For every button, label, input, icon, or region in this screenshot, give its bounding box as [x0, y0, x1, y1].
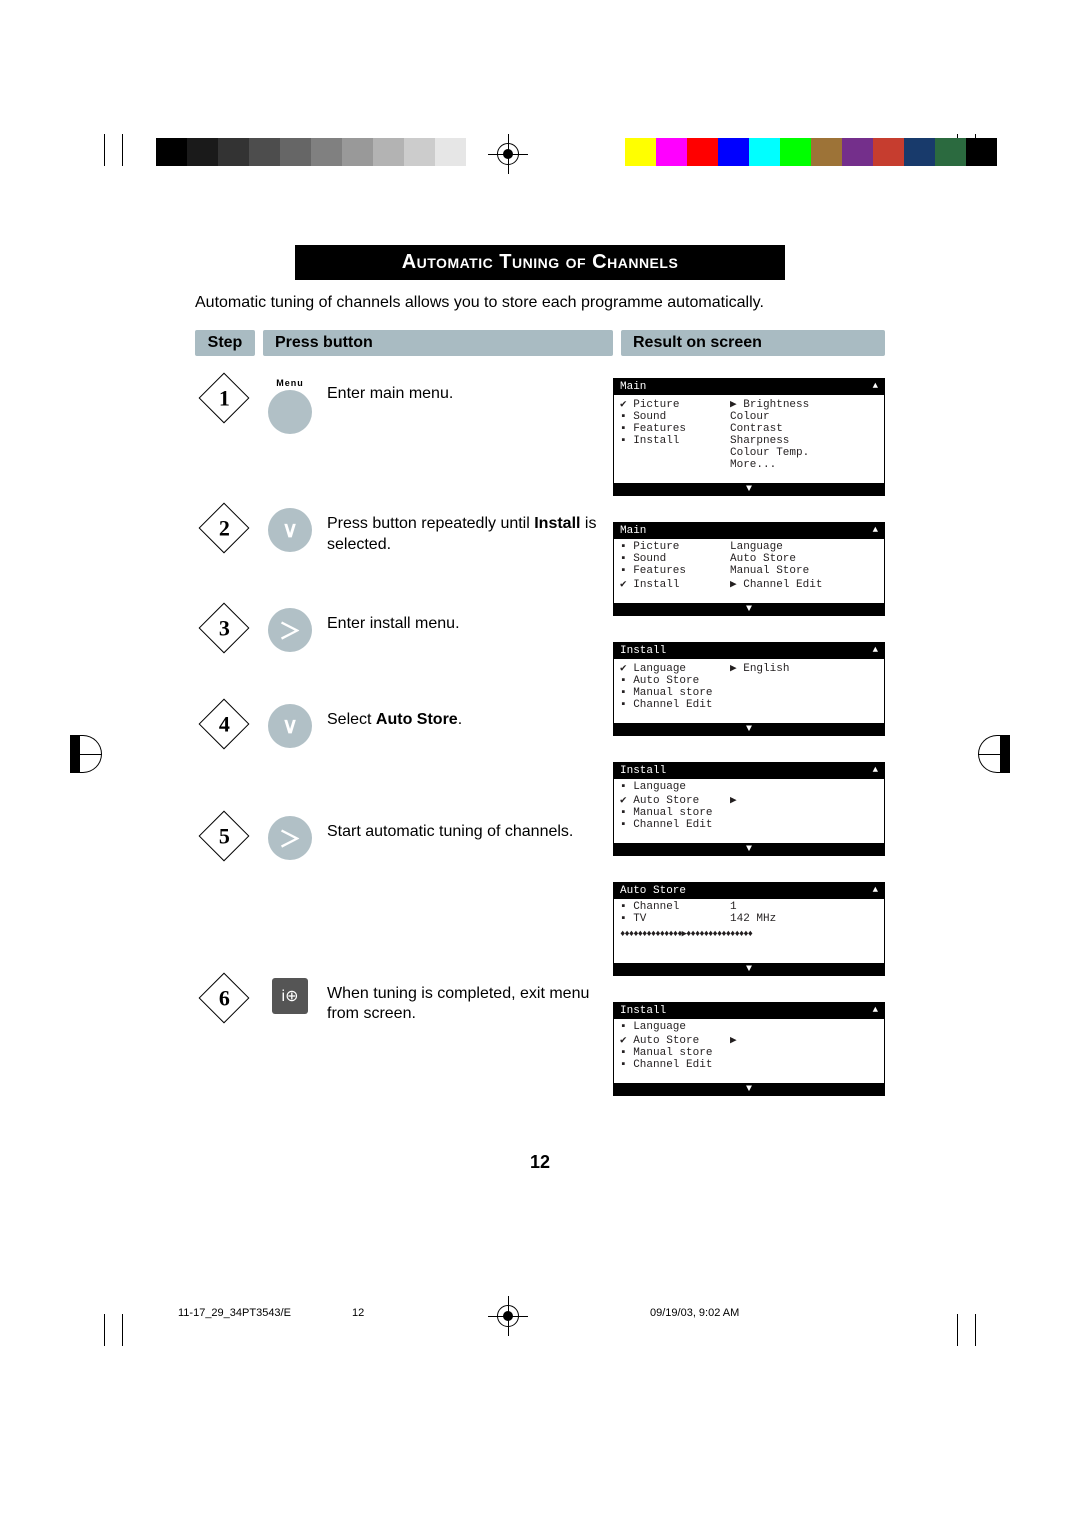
step-row: 2∨Press button repeatedly until Install … — [195, 508, 613, 556]
osd-row: ▪ Auto Store — [620, 675, 878, 687]
step-number-icon: 5 — [199, 810, 250, 861]
remote-button-icon: ＞ — [268, 816, 312, 860]
osd-title: Install▲ — [614, 643, 884, 659]
steps-column: 1MenuEnter main menu.2∨Press button repe… — [195, 378, 613, 1122]
osd-screen: Main▲ ✔ Picture▶ Brightness▪ Sound Colour… — [613, 378, 885, 496]
footer-left: 11-17_29_34PT3543/E — [178, 1307, 291, 1319]
header-result: Result on screen — [621, 330, 885, 356]
osd-row: ✔ Auto Store▶ — [620, 1033, 878, 1047]
osd-row: ✔ Auto Store▶ — [620, 793, 878, 807]
grayscale-bar — [156, 138, 497, 166]
step-number-icon: 1 — [199, 373, 250, 424]
remote-button-icon — [268, 390, 312, 434]
osd-footer: ▼ — [614, 1083, 884, 1095]
table-header-row: Step Press button Result on screen — [195, 330, 885, 356]
menu-label: Menu — [276, 378, 304, 388]
osd-row: More... — [620, 459, 878, 471]
header-step: Step — [195, 330, 255, 356]
header-press: Press button — [263, 330, 613, 356]
osd-footer: ▼ — [614, 603, 884, 615]
osd-row: ▪ Picture Language — [620, 541, 878, 553]
footer-mid: 12 — [352, 1307, 364, 1319]
osd-row: ▪ Language — [620, 1021, 878, 1033]
remote-button-icon: i⊕ — [272, 978, 308, 1014]
osd-row: ▪ Language — [620, 781, 878, 793]
page-number: 12 — [195, 1152, 885, 1173]
osd-screen: Main▲ ▪ Picture Language▪ Sound Auto Stor… — [613, 522, 885, 616]
osd-row: ✔ Install▶ Channel Edit — [620, 577, 878, 591]
step-description: Start automatic tuning of channels. — [327, 816, 613, 843]
osd-row: ▪ Features Manual Store — [620, 565, 878, 577]
step-number-icon: 2 — [199, 503, 250, 554]
color-bar — [625, 138, 997, 166]
osd-title: Main▲ — [614, 379, 884, 395]
osd-row: ▪ Install Sharpness — [620, 435, 878, 447]
step-number-icon: 3 — [199, 602, 250, 653]
step-description: Enter main menu. — [327, 378, 613, 405]
osd-row: ▪ Channel Edit — [620, 1059, 878, 1071]
remote-button-icon: ＞ — [268, 608, 312, 652]
step-row: 6i⊕When tuning is completed, exit menu f… — [195, 978, 613, 1026]
osd-screen: Install▲ ▪ Language✔ Auto Store▶▪ Manual … — [613, 1002, 885, 1096]
osd-screen: Auto Store▲ ▪ Channel 1▪ TV 142 MHz ♦♦♦♦♦♦… — [613, 882, 885, 976]
step-description: Press button repeatedly until Install is… — [327, 508, 613, 556]
osd-column: Main▲ ✔ Picture▶ Brightness▪ Sound Colour… — [613, 378, 885, 1122]
step-description: Select Auto Store. — [327, 704, 613, 731]
osd-row: ▪ Channel Edit — [620, 699, 878, 711]
footer-right: 09/19/03, 9:02 AM — [650, 1307, 739, 1319]
osd-row: ✔ Picture▶ Brightness — [620, 397, 878, 411]
osd-row: ▪ Sound Auto Store — [620, 553, 878, 565]
step-description: Enter install menu. — [327, 608, 613, 635]
osd-screen: Install▲ ▪ Language✔ Auto Store▶▪ Manual … — [613, 762, 885, 856]
osd-row: ▪ Sound Colour — [620, 411, 878, 423]
osd-row: ▪ Channel 1 — [620, 901, 878, 913]
osd-footer: ▼ — [614, 963, 884, 975]
crop-marks-bottom — [0, 1300, 1080, 1340]
osd-row: ▪ Manual store — [620, 1047, 878, 1059]
step-row: 3＞Enter install menu. — [195, 608, 613, 652]
remote-button-icon: ∨ — [268, 508, 312, 552]
osd-row: ▪ Manual store — [620, 687, 878, 699]
step-number-icon: 6 — [199, 972, 250, 1023]
step-row: 4∨Select Auto Store. — [195, 704, 613, 748]
osd-title: Install▲ — [614, 763, 884, 779]
osd-progress: ♦♦♦♦♦♦♦♦♦♦♦♦♦♦▶♦♦♦♦♦♦♦♦♦♦♦♦♦♦♦ — [620, 929, 878, 939]
intro-text: Automatic tuning of channels allows you … — [195, 294, 885, 312]
osd-footer: ▼ — [614, 723, 884, 735]
step-row: 5＞Start automatic tuning of channels. — [195, 816, 613, 860]
osd-title: Install▲ — [614, 1003, 884, 1019]
osd-row: ✔ Language▶ English — [620, 661, 878, 675]
step-description: When tuning is completed, exit menu from… — [327, 978, 613, 1026]
osd-row: ▪ Channel Edit — [620, 819, 878, 831]
osd-row: ▪ Manual store — [620, 807, 878, 819]
osd-row: ▪ Features Contrast — [620, 423, 878, 435]
remote-button-icon: ∨ — [268, 704, 312, 748]
osd-title: Auto Store▲ — [614, 883, 884, 899]
step-row: 1MenuEnter main menu. — [195, 378, 613, 434]
osd-footer: ▼ — [614, 843, 884, 855]
osd-row: ▪ TV 142 MHz — [620, 913, 878, 925]
osd-screen: Install▲✔ Language▶ English▪ Auto Store▪… — [613, 642, 885, 736]
osd-footer: ▼ — [614, 483, 884, 495]
osd-row: Colour Temp. — [620, 447, 878, 459]
step-number-icon: 4 — [199, 698, 250, 749]
osd-title: Main▲ — [614, 523, 884, 539]
page-title: Automatic Tuning of Channels — [295, 245, 785, 280]
